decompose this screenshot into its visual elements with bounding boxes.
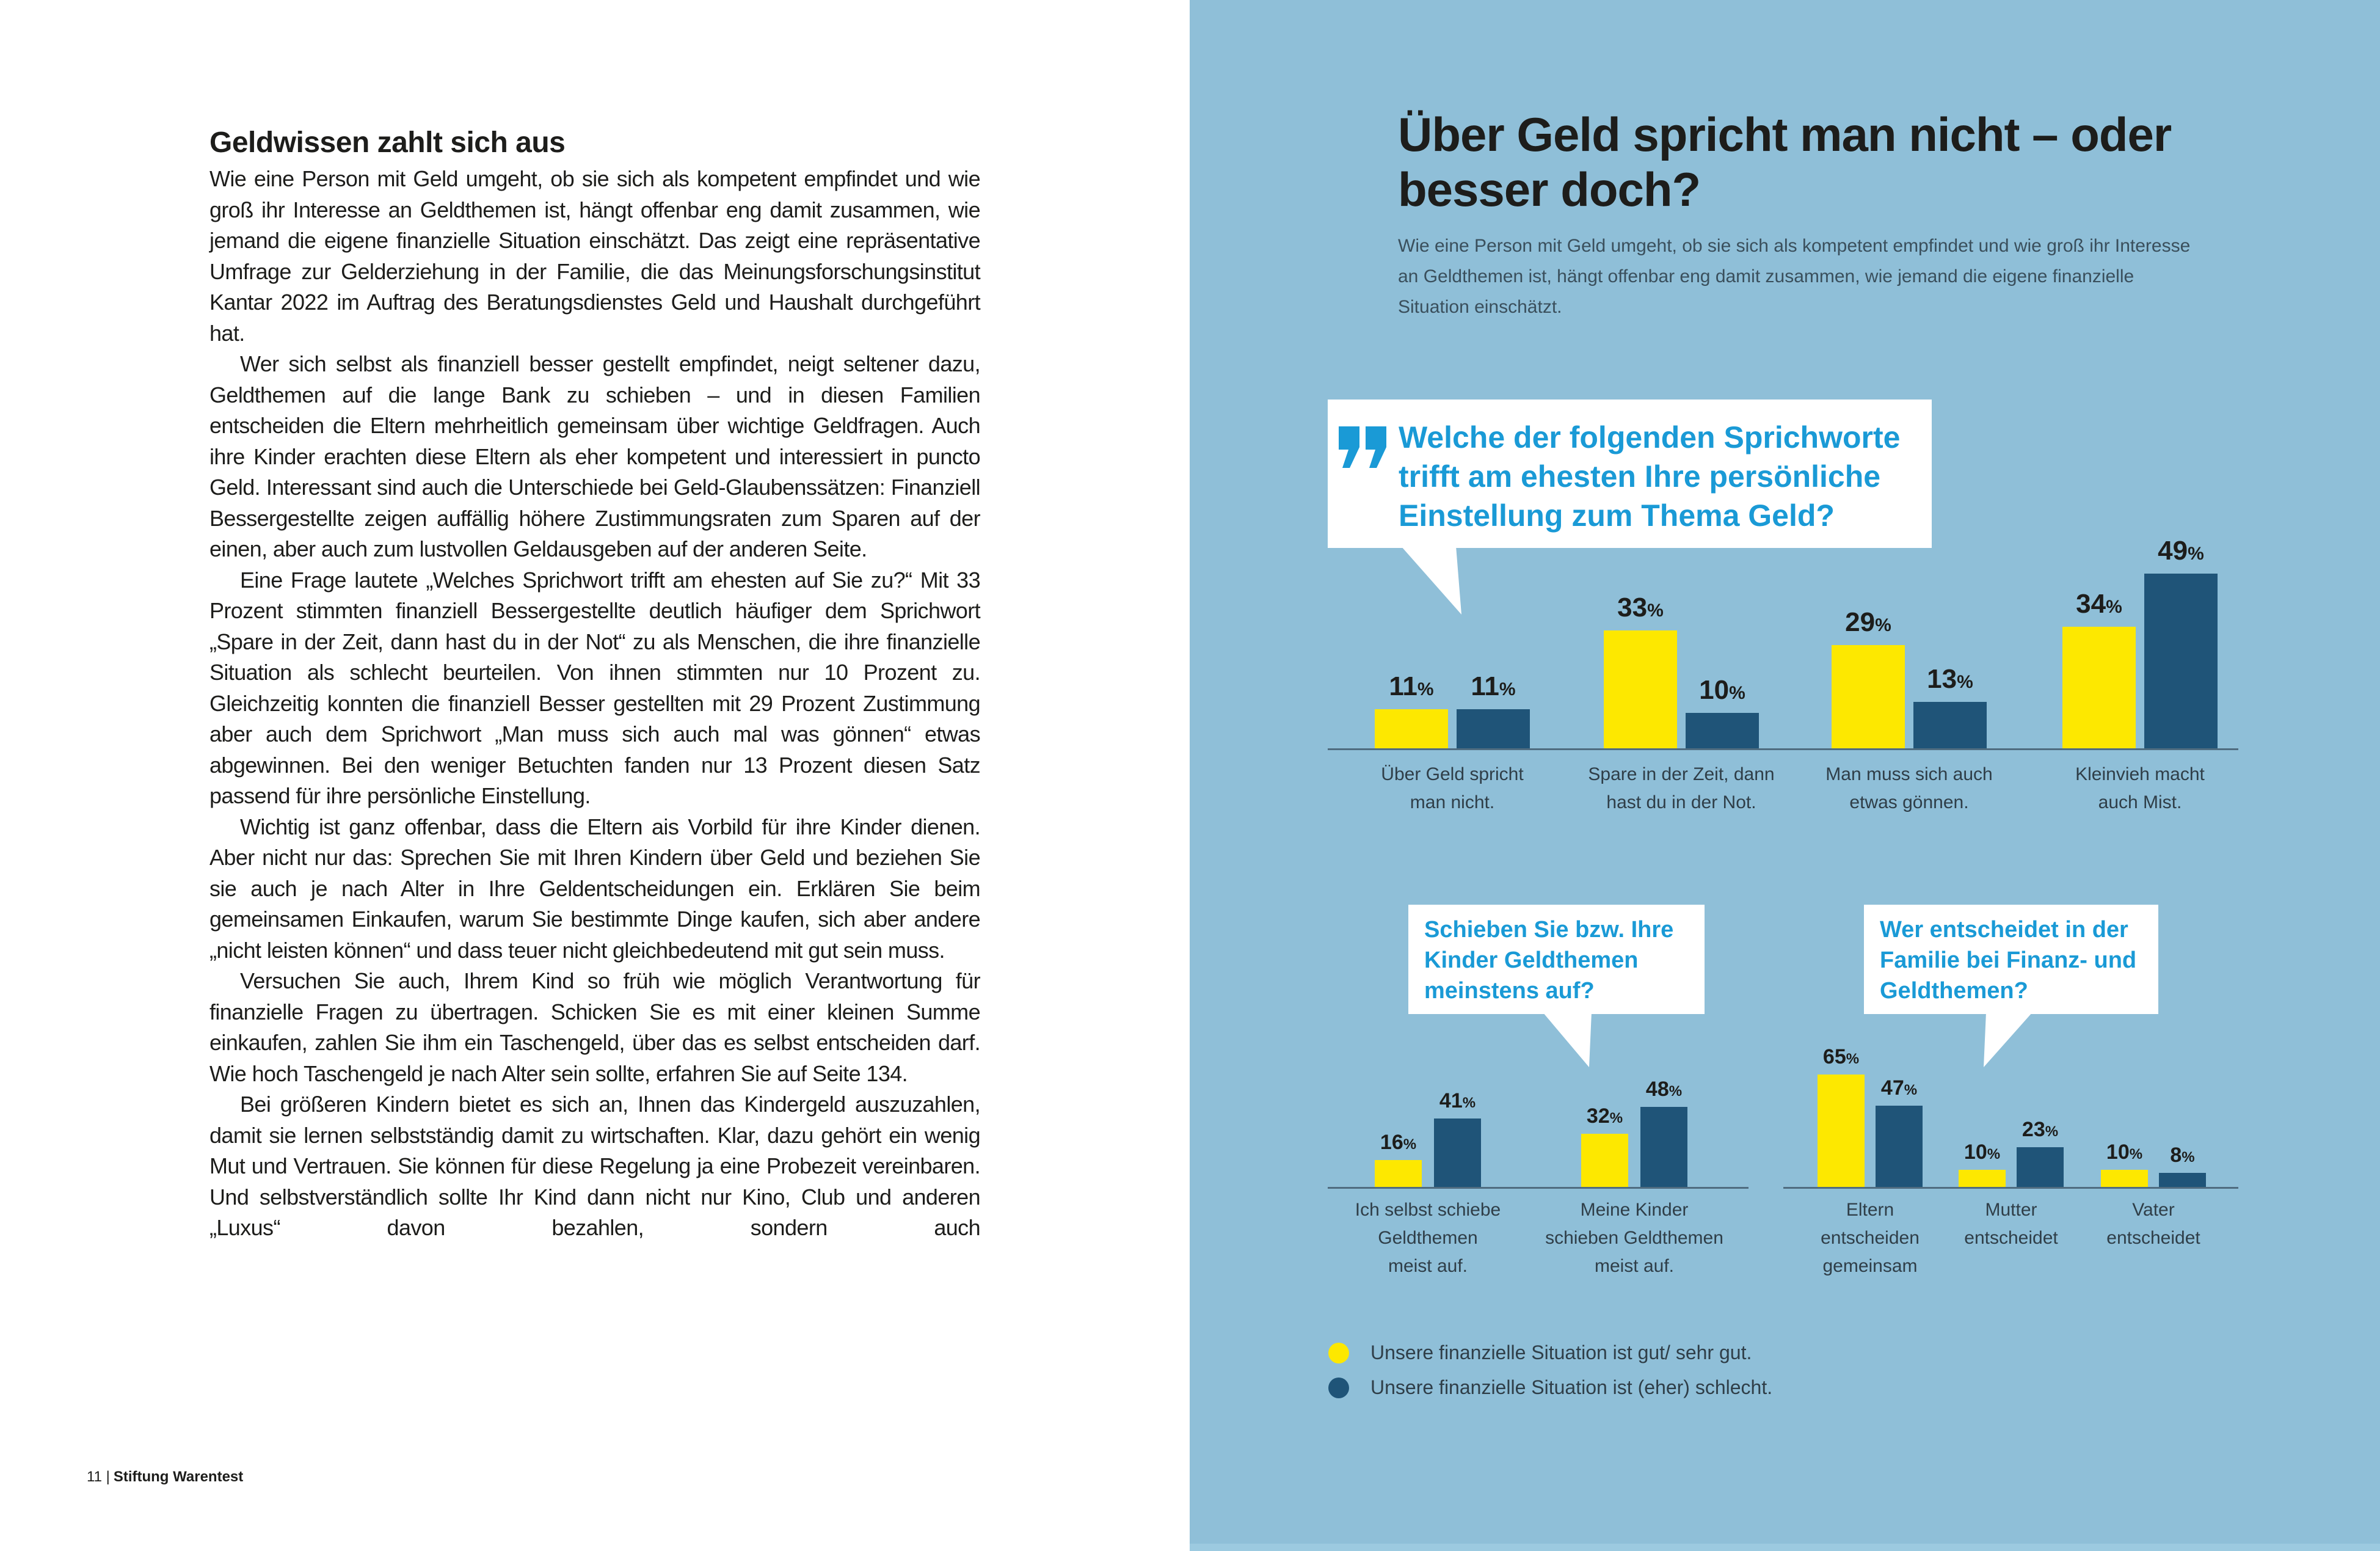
bar-bad [1457, 709, 1530, 748]
infographic-panel [1190, 0, 2380, 1551]
question-bubble-2: Schieben Sie bzw. Ihre Kinder Geldthemen… [1408, 905, 1705, 1067]
bar-bad [2017, 1147, 2064, 1187]
infographic-title: Über Geld spricht man nicht – oder besse… [1398, 108, 2172, 216]
data-label: 41% [1439, 1089, 1476, 1113]
quote-icon [1339, 426, 1386, 468]
category-label: Kleinvieh macht auch Mist. [2075, 764, 2205, 812]
data-label: 49% [2158, 535, 2204, 566]
data-label: 32% [1586, 1104, 1623, 1128]
chart-baseline [1328, 748, 2238, 750]
data-label: 65% [1822, 1045, 1860, 1069]
bar-good [1818, 1075, 1865, 1187]
paragraph: Versuchen Sie auch, Ihrem Kind so früh w… [209, 968, 981, 1086]
data-label: 10% [2106, 1140, 2143, 1164]
bar-bad [1913, 702, 1987, 748]
bar-bad [1434, 1119, 1481, 1187]
paragraph: Bei größeren Kindern bietet es sich an, … [209, 1092, 981, 1240]
question-bubble-1: Welche der folgenden Sprichworte trifft … [1328, 400, 1932, 615]
data-label: 33% [1617, 593, 1664, 623]
data-label: 47% [1880, 1076, 1918, 1100]
infographic-subtitle: Wie eine Person mit Geld umgeht, ob sie … [1398, 236, 2191, 317]
data-label: 11% [1471, 671, 1516, 701]
bar-good [1832, 644, 1905, 748]
bar-bad [2159, 1173, 2206, 1187]
question-1: Welche der folgenden Sprichworte trifft … [1399, 420, 1901, 533]
category-label: Vater entscheidet [2106, 1200, 2200, 1248]
publisher: Stiftung Warentest [113, 1469, 244, 1485]
data-label: 48% [1645, 1077, 1683, 1101]
bar-good [1959, 1169, 2006, 1187]
bar-bad [1686, 712, 1759, 748]
category-label: Meine Kinder schieben Geldthemen meist auf… [1545, 1200, 1723, 1276]
bar-bad [1640, 1106, 1687, 1187]
question-2: Schieben Sie bzw. Ihre Kinder Geldthemen… [1424, 917, 1674, 1004]
data-label: 29% [1845, 607, 1891, 637]
section-heading: Geldwissen zahlt sich aus [209, 126, 566, 159]
page-footer: 11 | Stiftung Warentest [87, 1469, 243, 1486]
chart-baseline [1783, 1187, 2238, 1189]
data-label: 34% [2076, 589, 2122, 619]
bar-good [1581, 1133, 1628, 1187]
legend-label-bad: Unsere finanzielle Situation ist (eher) … [1370, 1376, 1773, 1398]
paragraph: Wie eine Person mit Geld umgeht, ob sie … [209, 166, 981, 346]
data-label: 13% [1927, 664, 1973, 695]
data-label: 16% [1380, 1131, 1417, 1155]
bar-bad [2144, 573, 2218, 748]
data-label: 10% [1963, 1140, 2001, 1164]
legend-swatch-good [1328, 1343, 1349, 1363]
question-3: Wer entscheidet in der Familie bei Finan… [1880, 917, 2137, 1004]
legend-swatch-bad [1328, 1378, 1349, 1398]
bar-good [1375, 1160, 1422, 1187]
paragraph: Wichtig ist ganz offenbar, dass die Elte… [209, 814, 981, 963]
category-label: Mutter entscheidet [1964, 1200, 2058, 1248]
data-label: 10% [1699, 674, 1745, 705]
separator: | [106, 1469, 110, 1485]
bar-good [2062, 627, 2136, 748]
data-label: 23% [2022, 1117, 2059, 1141]
category-label: Spare in der Zeit, dann hast du in der No… [1588, 764, 1775, 812]
category-label: Ich selbst schiebe Geldthemen meist auf. [1355, 1200, 1501, 1276]
category-label: Eltern entscheiden gemeinsam [1821, 1200, 1920, 1276]
question-bubble-3: Wer entscheidet in der Familie bei Finan… [1864, 905, 2158, 1067]
left-page [0, 0, 1190, 1551]
bottom-strip [1190, 1544, 2380, 1551]
bar-good [2101, 1169, 2148, 1187]
category-label: Man muss sich auch etwas gönnen. [1825, 764, 1993, 812]
chart-baseline [1328, 1187, 1749, 1189]
bar-bad [1876, 1105, 1923, 1187]
data-label: 11% [1389, 671, 1434, 701]
legend-label-good: Unsere finanzielle Situation ist gut/ se… [1370, 1341, 1752, 1363]
data-label: 8% [2170, 1144, 2195, 1167]
bar-good [1375, 709, 1448, 748]
paragraph: Eine Frage lautete „Welches Sprichwort t… [209, 567, 981, 809]
paragraph: Wer sich selbst als finanziell besser ge… [209, 351, 981, 561]
body-text: Wie eine Person mit Geld umgeht, ob sie … [209, 164, 981, 1244]
category-label: Über Geld spricht man nicht. [1381, 764, 1524, 812]
bar-good [1604, 630, 1677, 748]
page-number: 11 [87, 1469, 102, 1485]
